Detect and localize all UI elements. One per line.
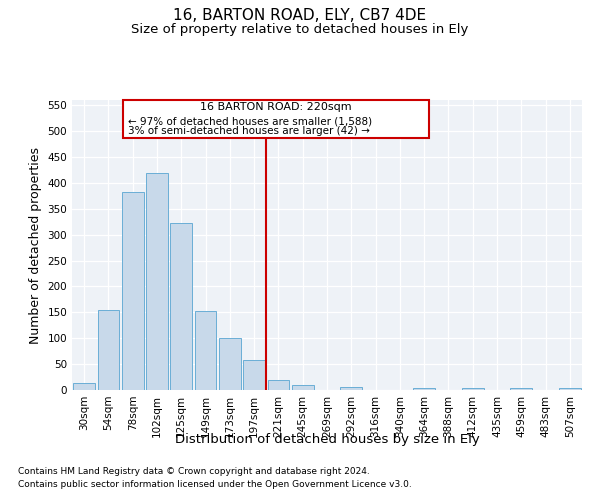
Text: ← 97% of detached houses are smaller (1,588): ← 97% of detached houses are smaller (1,…: [128, 116, 372, 126]
Text: 3% of semi-detached houses are larger (42) →: 3% of semi-detached houses are larger (4…: [128, 126, 370, 136]
Text: Contains public sector information licensed under the Open Government Licence v3: Contains public sector information licen…: [18, 480, 412, 489]
Text: 16 BARTON ROAD: 220sqm: 16 BARTON ROAD: 220sqm: [200, 102, 352, 112]
Bar: [292, 385, 314, 390]
Bar: [219, 338, 241, 390]
Bar: [413, 388, 435, 390]
Bar: [559, 388, 581, 390]
Bar: [268, 380, 289, 390]
Bar: [73, 384, 95, 390]
Bar: [243, 360, 265, 390]
Text: 16, BARTON ROAD, ELY, CB7 4DE: 16, BARTON ROAD, ELY, CB7 4DE: [173, 8, 427, 22]
Bar: [194, 312, 217, 390]
Text: Contains HM Land Registry data © Crown copyright and database right 2024.: Contains HM Land Registry data © Crown c…: [18, 467, 370, 476]
Bar: [511, 388, 532, 390]
Bar: [122, 192, 143, 390]
Bar: [97, 310, 119, 390]
Bar: [146, 172, 168, 390]
FancyBboxPatch shape: [123, 100, 429, 138]
Text: Distribution of detached houses by size in Ely: Distribution of detached houses by size …: [175, 432, 479, 446]
Bar: [340, 388, 362, 390]
Bar: [170, 223, 192, 390]
Text: Size of property relative to detached houses in Ely: Size of property relative to detached ho…: [131, 22, 469, 36]
Bar: [462, 388, 484, 390]
Y-axis label: Number of detached properties: Number of detached properties: [29, 146, 42, 344]
